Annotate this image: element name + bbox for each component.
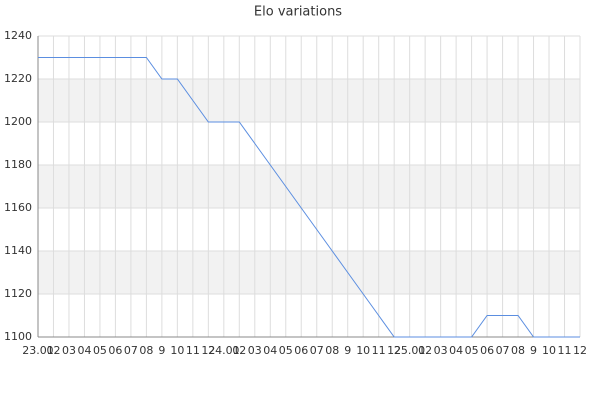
x-tick-label: 11 bbox=[372, 344, 386, 357]
x-tick-label: 10 bbox=[542, 344, 556, 357]
x-tick-label: 9 bbox=[530, 344, 537, 357]
x-tick-label: 12 bbox=[201, 344, 215, 357]
band bbox=[38, 165, 580, 208]
x-tick-label: 25.01 bbox=[394, 344, 426, 357]
x-tick-label: 9 bbox=[158, 344, 165, 357]
x-tick-label: 06 bbox=[294, 344, 308, 357]
x-tick-label: 04 bbox=[263, 344, 277, 357]
y-tick-label: 1220 bbox=[4, 72, 32, 85]
x-tick-label: 05 bbox=[465, 344, 479, 357]
band bbox=[38, 79, 580, 122]
y-tick-label: 1100 bbox=[4, 330, 32, 343]
x-tick-label: 07 bbox=[124, 344, 138, 357]
x-tick-label: 06 bbox=[108, 344, 122, 357]
y-tick-label: 1140 bbox=[4, 244, 32, 257]
x-tick-label: 24.01 bbox=[208, 344, 240, 357]
band bbox=[38, 251, 580, 294]
y-tick-label: 1120 bbox=[4, 287, 32, 300]
x-tick-label: 05 bbox=[279, 344, 293, 357]
x-tick-label: 08 bbox=[139, 344, 153, 357]
chart-title: Elo variations bbox=[254, 5, 342, 20]
x-tick-label: 10 bbox=[356, 344, 370, 357]
x-tick-label: 11 bbox=[558, 344, 572, 357]
y-tick-label: 1160 bbox=[4, 201, 32, 214]
x-tick-label: 07 bbox=[310, 344, 324, 357]
x-tick-label: 10 bbox=[170, 344, 184, 357]
x-tick-label: 02 bbox=[418, 344, 432, 357]
line bbox=[38, 57, 580, 338]
x-tick-label: 04 bbox=[449, 344, 463, 357]
x-tick-label: 07 bbox=[496, 344, 510, 357]
x-tick-label: 11 bbox=[186, 344, 200, 357]
x-tick-label: 23.01 bbox=[22, 344, 54, 357]
x-tick-label: 12 bbox=[387, 344, 401, 357]
x-tick-label: 08 bbox=[325, 344, 339, 357]
x-tick-label: 02 bbox=[46, 344, 60, 357]
x-tick-label: 9 bbox=[344, 344, 351, 357]
y-tick-label: 1200 bbox=[4, 115, 32, 128]
x-tick-label: 12 bbox=[573, 344, 587, 357]
x-tick-label: 04 bbox=[77, 344, 91, 357]
x-tick-label: 05 bbox=[93, 344, 107, 357]
y-tick-label: 1180 bbox=[4, 158, 32, 171]
x-tick-label: 06 bbox=[480, 344, 494, 357]
y-tick-label: 1240 bbox=[4, 29, 32, 42]
x-tick-label: 03 bbox=[62, 344, 76, 357]
x-tick-label: 03 bbox=[248, 344, 262, 357]
x-tick-label: 08 bbox=[511, 344, 525, 357]
x-tick-label: 02 bbox=[232, 344, 246, 357]
x-tick-label: 03 bbox=[434, 344, 448, 357]
